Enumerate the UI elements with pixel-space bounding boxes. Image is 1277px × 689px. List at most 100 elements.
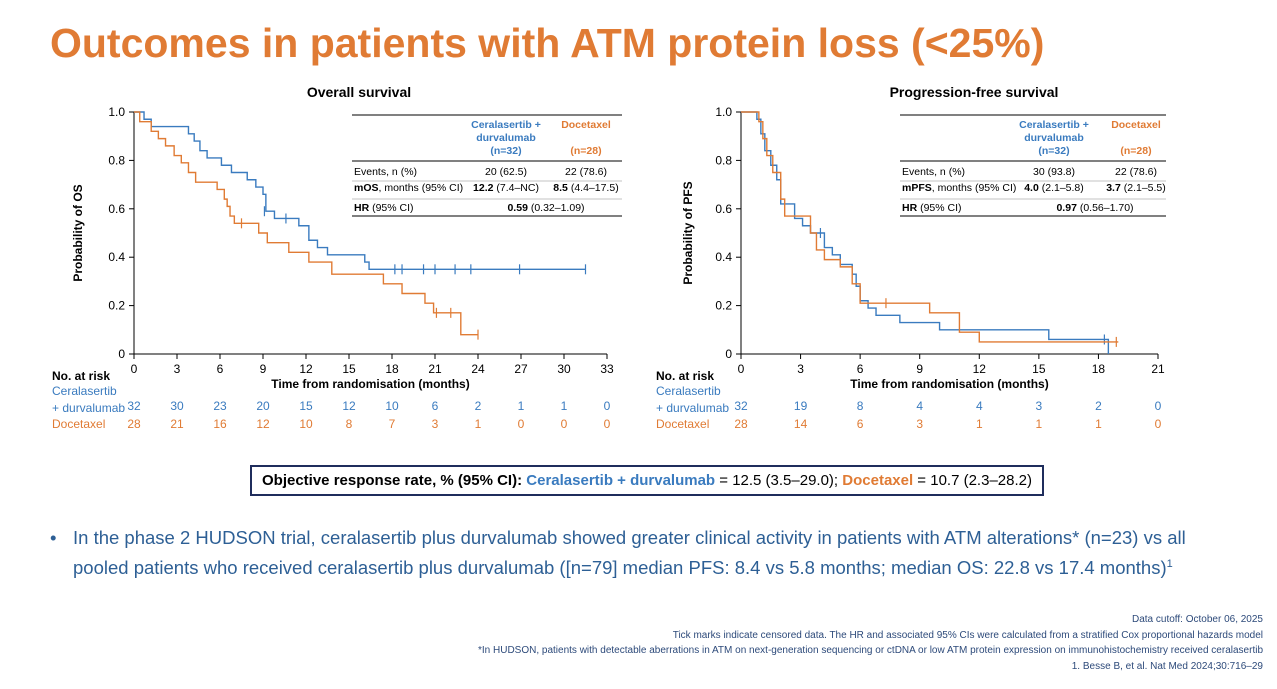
at-risk-value-arm2: 3	[916, 417, 923, 431]
at-risk-value-arm2: 0	[561, 417, 568, 431]
footnote-censoring: Tick marks indicate censored data. The H…	[672, 629, 1263, 641]
table-row-label-bold: mOS	[354, 182, 379, 194]
at-risk-label-arm1-line2: + durvalumab	[52, 401, 125, 415]
table-cell-merged-rest: (0.56–1.70)	[1077, 202, 1134, 214]
at-risk-value-arm1: 32	[734, 399, 748, 413]
orr-arm2-name: Docetaxel	[842, 472, 914, 489]
at-risk-value-arm1: 8	[857, 399, 864, 413]
orr-arm1-name: Ceralasertib + durvalumab	[526, 472, 716, 489]
at-risk-value-arm1: 2	[1095, 399, 1102, 413]
at-risk-value-arm2: 1	[475, 417, 482, 431]
y-tick-label: 0.2	[715, 299, 732, 313]
at-risk-value-arm2: 10	[299, 417, 313, 431]
x-tick-label: 30	[557, 362, 571, 376]
x-tick-label: 27	[514, 362, 528, 376]
table-cell-arm2-rest: 22 (78.6)	[565, 166, 607, 178]
at-risk-label-arm2: Docetaxel	[656, 417, 709, 431]
table-cell-arm1-bold: 12.2	[473, 182, 494, 194]
at-risk-value-arm1: 0	[604, 399, 611, 413]
y-tick-label: 1.0	[715, 105, 732, 119]
table-header-arm1: (n=32)	[1038, 145, 1069, 157]
table-header-arm2: Docetaxel	[561, 119, 611, 131]
table-row-label-rest: , months (95% CI)	[932, 182, 1017, 194]
table-row-label-bold: HR	[902, 202, 918, 214]
at-risk-value-arm1: 4	[976, 399, 983, 413]
table-cell-arm2: 22 (78.6)	[565, 166, 607, 178]
table-cell-merged: 0.97 (0.56–1.70)	[1056, 202, 1133, 214]
footnote-reference: 1. Besse B, et al. Nat Med 2024;30:716–2…	[1071, 660, 1263, 672]
orr-arm2-value: = 10.7 (2.3–28.2)	[913, 472, 1032, 489]
table-row-label: Events, n (%)	[354, 166, 417, 178]
x-axis-label: Time from randomisation (months)	[850, 377, 1048, 391]
y-tick-label: 0.4	[715, 250, 732, 264]
at-risk-value-arm2: 0	[604, 417, 611, 431]
y-axis-label: Probability of OS	[71, 184, 85, 281]
at-risk-value-arm2: 14	[794, 417, 808, 431]
y-tick-label: 0.8	[108, 153, 125, 167]
at-risk-value-arm1: 3	[1036, 399, 1043, 413]
x-tick-label: 15	[342, 362, 356, 376]
x-tick-label: 18	[385, 362, 399, 376]
x-tick-label: 6	[857, 362, 864, 376]
x-tick-label: 12	[973, 362, 987, 376]
at-risk-value-arm1: 32	[127, 399, 141, 413]
table-cell-merged-rest: (0.32–1.09)	[528, 202, 585, 214]
y-tick-label: 0.4	[108, 250, 125, 264]
y-tick-label: 0.6	[715, 202, 732, 216]
table-cell-arm1: 12.2 (7.4–NC)	[473, 182, 539, 194]
table-cell-merged-bold: 0.97	[1056, 202, 1077, 214]
table-header-arm2-n: (n=28)	[1120, 145, 1151, 157]
y-tick-label: 0	[725, 347, 732, 361]
at-risk-value-arm1: 1	[561, 399, 568, 413]
stats-table: Ceralasertib +durvalumab(n=32) Docetaxel (…	[900, 114, 1166, 217]
at-risk-value-arm1: 30	[170, 399, 184, 413]
bullet-reference: 1	[1166, 558, 1173, 570]
x-tick-label: 3	[174, 362, 181, 376]
table-cell-arm2: 3.7 (2.1–5.5)	[1106, 182, 1166, 194]
table-header-arm1: (n=32)	[490, 145, 521, 157]
at-risk-value-arm2: 1	[976, 417, 983, 431]
bullet-text: In the phase 2 HUDSON trial, ceralaserti…	[73, 527, 1186, 579]
x-tick-label: 21	[428, 362, 442, 376]
at-risk-header: No. at risk	[656, 369, 714, 383]
x-tick-label: 6	[217, 362, 224, 376]
at-risk-value-arm1: 19	[794, 399, 808, 413]
at-risk-value-arm1: 6	[432, 399, 439, 413]
table-cell-arm2-bold: 8.5	[553, 182, 568, 194]
table-row-label-rest: (95% CI)	[369, 202, 413, 214]
at-risk-value-arm2: 0	[1155, 417, 1162, 431]
table-header-arm1: durvalumab	[1024, 132, 1084, 144]
at-risk-value-arm2: 1	[1036, 417, 1043, 431]
at-risk-header: No. at risk	[52, 369, 110, 383]
at-risk-label-arm1-line1: Ceralasertib	[52, 384, 117, 398]
table-cell-arm1: 30 (93.8)	[1033, 166, 1075, 178]
table-row-label: mOS, months (95% CI)	[354, 182, 463, 194]
at-risk-value-arm2: 28	[734, 417, 748, 431]
key-finding-bullet: • In the phase 2 HUDSON trial, ceralaser…	[50, 524, 1240, 581]
at-risk-value-arm2: 21	[170, 417, 184, 431]
km-chart-progression-free-survival: Progression-free survival 0 0.2 0.4 0.6 0.8 1.…	[656, 84, 1166, 431]
table-header-arm1: durvalumab	[476, 132, 536, 144]
orr-arm1-value: = 12.5 (3.5–29.0);	[715, 472, 843, 489]
at-risk-value-arm2: 6	[857, 417, 864, 431]
at-risk-label-arm2: Docetaxel	[52, 417, 105, 431]
table-cell-merged-bold: 0.59	[507, 202, 528, 214]
km-curve-docetaxel	[134, 111, 478, 336]
table-header-arm2-n: (n=28)	[570, 145, 601, 157]
at-risk-value-arm1: 1	[518, 399, 525, 413]
table-cell-arm1-rest: 20 (62.5)	[485, 166, 527, 178]
y-tick-label: 0.6	[108, 202, 125, 216]
at-risk-label-arm1-line1: Ceralasertib	[656, 384, 721, 398]
table-row-label-rest: , months (95% CI)	[379, 182, 464, 194]
y-tick-label: 0.2	[108, 299, 125, 313]
footnote-data-cutoff: Data cutoff: October 06, 2025	[1131, 614, 1263, 625]
table-row-label-rest: (95% CI)	[917, 202, 961, 214]
table-row-label: HR (95% CI)	[902, 202, 962, 214]
at-risk-value-arm2: 3	[432, 417, 439, 431]
page-title: Outcomes in patients with ATM protein lo…	[50, 20, 1045, 66]
x-tick-label: 0	[131, 362, 138, 376]
at-risk-value-arm1: 12	[342, 399, 356, 413]
x-tick-label: 33	[600, 362, 614, 376]
